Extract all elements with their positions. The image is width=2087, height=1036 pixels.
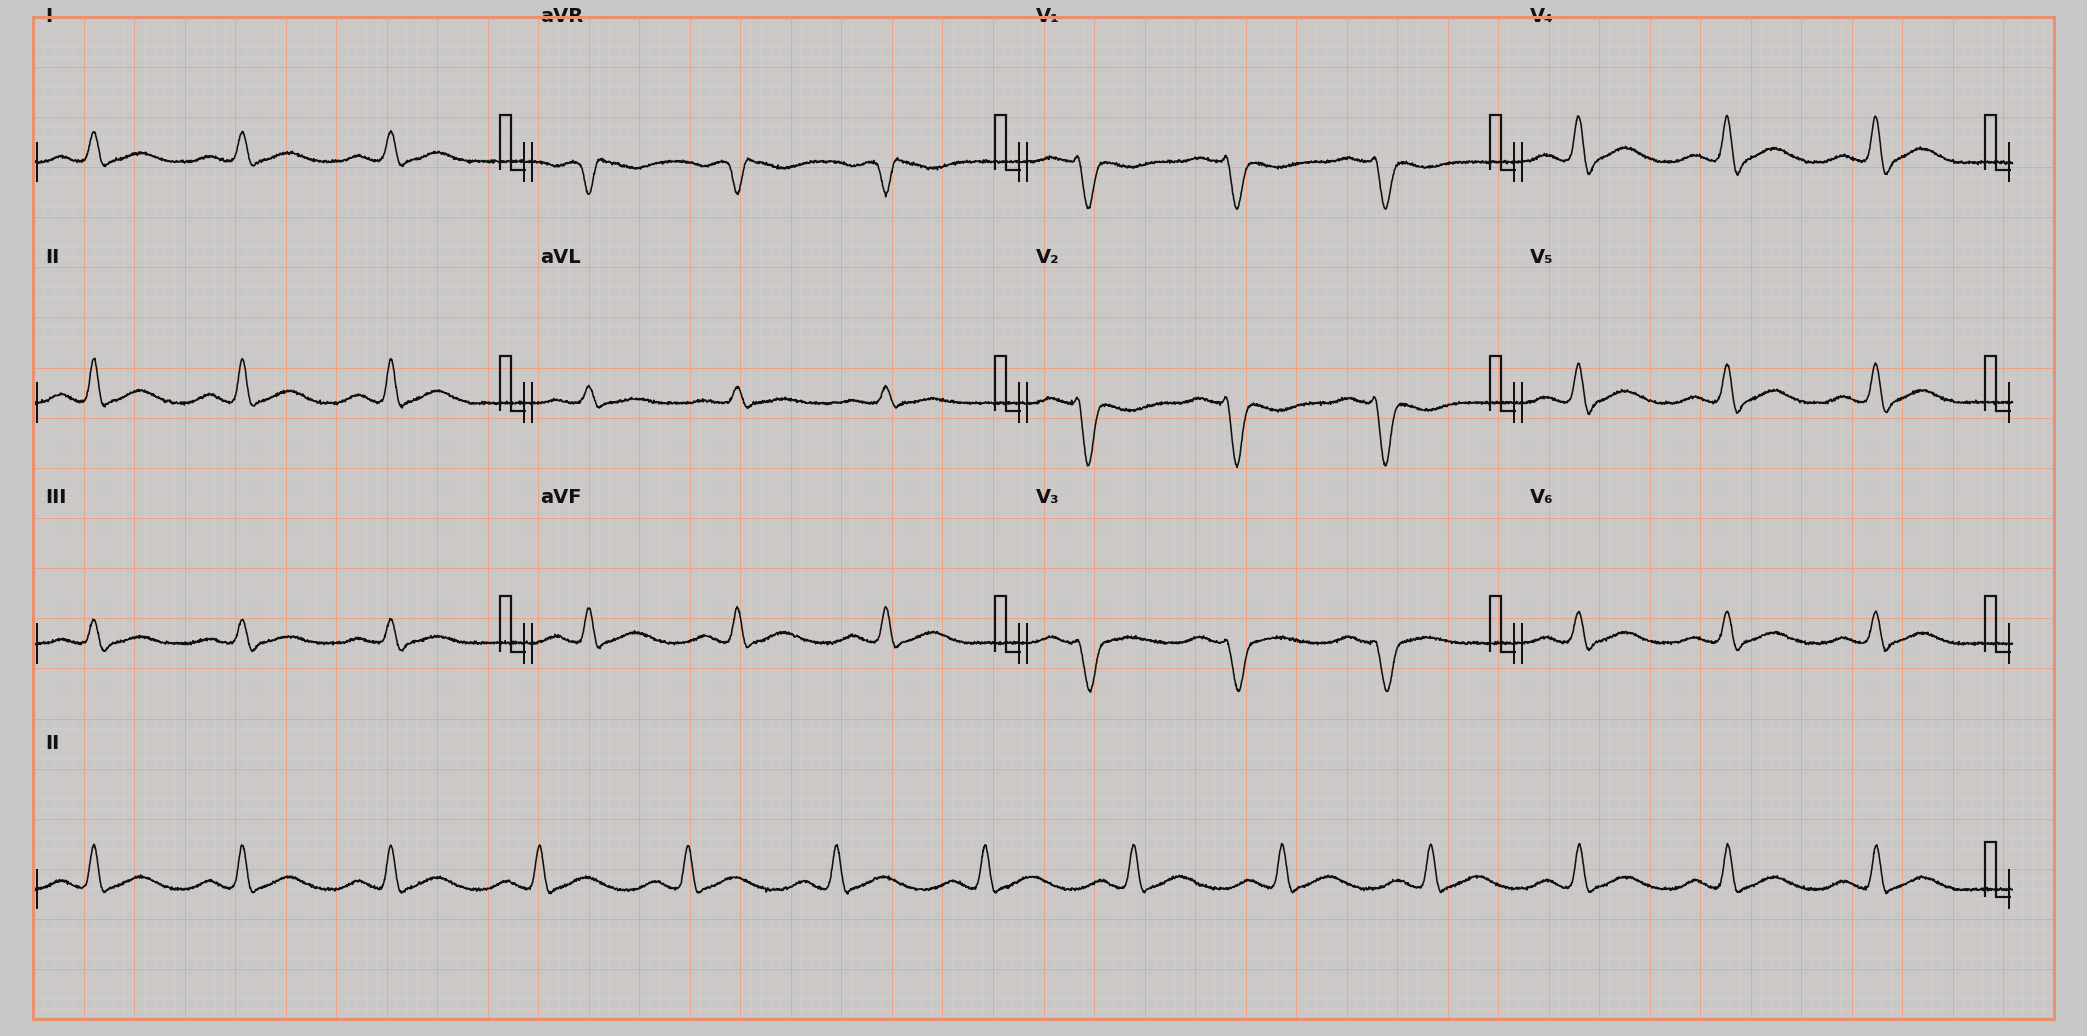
- Text: II: II: [46, 248, 61, 266]
- Text: V₂: V₂: [1035, 248, 1058, 266]
- Text: aVR: aVR: [541, 7, 584, 26]
- Text: I: I: [46, 7, 52, 26]
- Text: V₁: V₁: [1035, 7, 1060, 26]
- Text: aVF: aVF: [541, 488, 582, 508]
- Text: aVL: aVL: [541, 248, 580, 266]
- Text: III: III: [46, 488, 67, 508]
- Text: II: II: [46, 735, 61, 753]
- Text: V₆: V₆: [1530, 488, 1555, 508]
- Text: V₃: V₃: [1035, 488, 1058, 508]
- Text: V₅: V₅: [1530, 248, 1555, 266]
- Text: V₄: V₄: [1530, 7, 1555, 26]
